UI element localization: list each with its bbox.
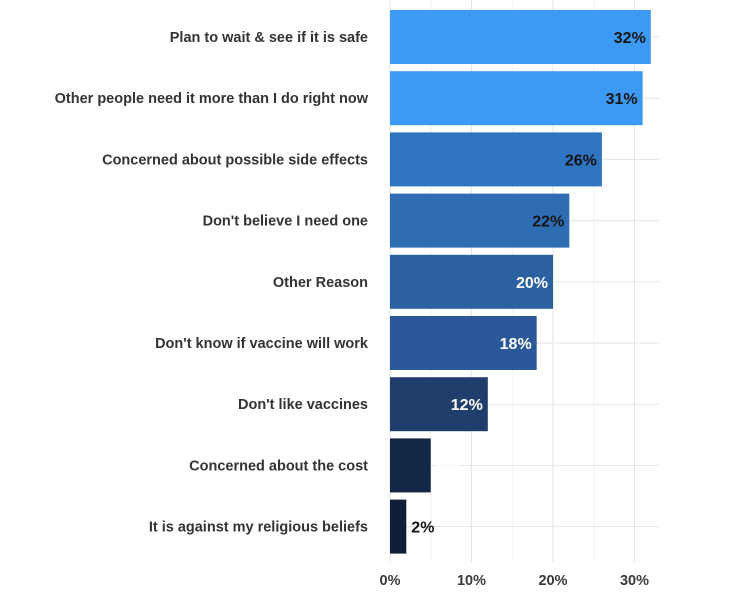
value-label: 26% bbox=[565, 152, 597, 169]
value-label: 31% bbox=[606, 91, 638, 108]
bar-don-t-like-vaccines bbox=[390, 377, 488, 432]
x-tick-label: 20% bbox=[538, 573, 567, 589]
category-label: Other people need it more than I do righ… bbox=[55, 91, 369, 107]
x-axis-tick-labels: 0% 10% 20% 30% bbox=[380, 573, 650, 589]
category-label: Don't believe I need one bbox=[203, 214, 368, 230]
category-label: Concerned about possible side effects bbox=[102, 152, 368, 168]
category-label: Concerned about the cost bbox=[189, 458, 368, 474]
value-label: 2% bbox=[411, 520, 434, 537]
category-label: Plan to wait & see if it is safe bbox=[170, 30, 368, 46]
bar-other-reason bbox=[390, 254, 553, 309]
x-tick-label: 10% bbox=[457, 573, 486, 589]
bar-concerned-about-the-cost bbox=[390, 438, 431, 493]
x-tick-label: 30% bbox=[620, 573, 649, 589]
bar-plan-to-wait-see-if-it-is-safe bbox=[390, 10, 651, 64]
value-label: 12% bbox=[451, 397, 483, 414]
bar-other-people-need-it-more-than-i-do-right-now bbox=[390, 71, 643, 126]
category-label: Other Reason bbox=[273, 275, 368, 291]
category-label: Don't like vaccines bbox=[238, 397, 368, 413]
value-label: 5% bbox=[436, 458, 459, 475]
value-label: 20% bbox=[516, 275, 548, 292]
bar-don-t-know-if-vaccine-will-work bbox=[390, 316, 537, 370]
category-label: It is against my religious beliefs bbox=[149, 520, 368, 536]
bars bbox=[390, 10, 651, 554]
x-tick-label: 0% bbox=[380, 573, 401, 589]
bar-it-is-against-my-religious-beliefs bbox=[390, 499, 407, 554]
category-label: Don't know if vaccine will work bbox=[155, 336, 369, 352]
value-label: 22% bbox=[532, 214, 564, 231]
value-label: 32% bbox=[614, 30, 646, 47]
category-labels: Plan to wait & see if it is safe Other pe… bbox=[55, 30, 369, 536]
value-labels: 32% 31% 26% 22% 20% 18% 12% 5% 2% bbox=[411, 30, 646, 537]
bar-concerned-about-possible-side-effects bbox=[390, 132, 602, 187]
value-label: 18% bbox=[500, 336, 532, 353]
bar-don-t-believe-i-need-one bbox=[390, 193, 570, 248]
